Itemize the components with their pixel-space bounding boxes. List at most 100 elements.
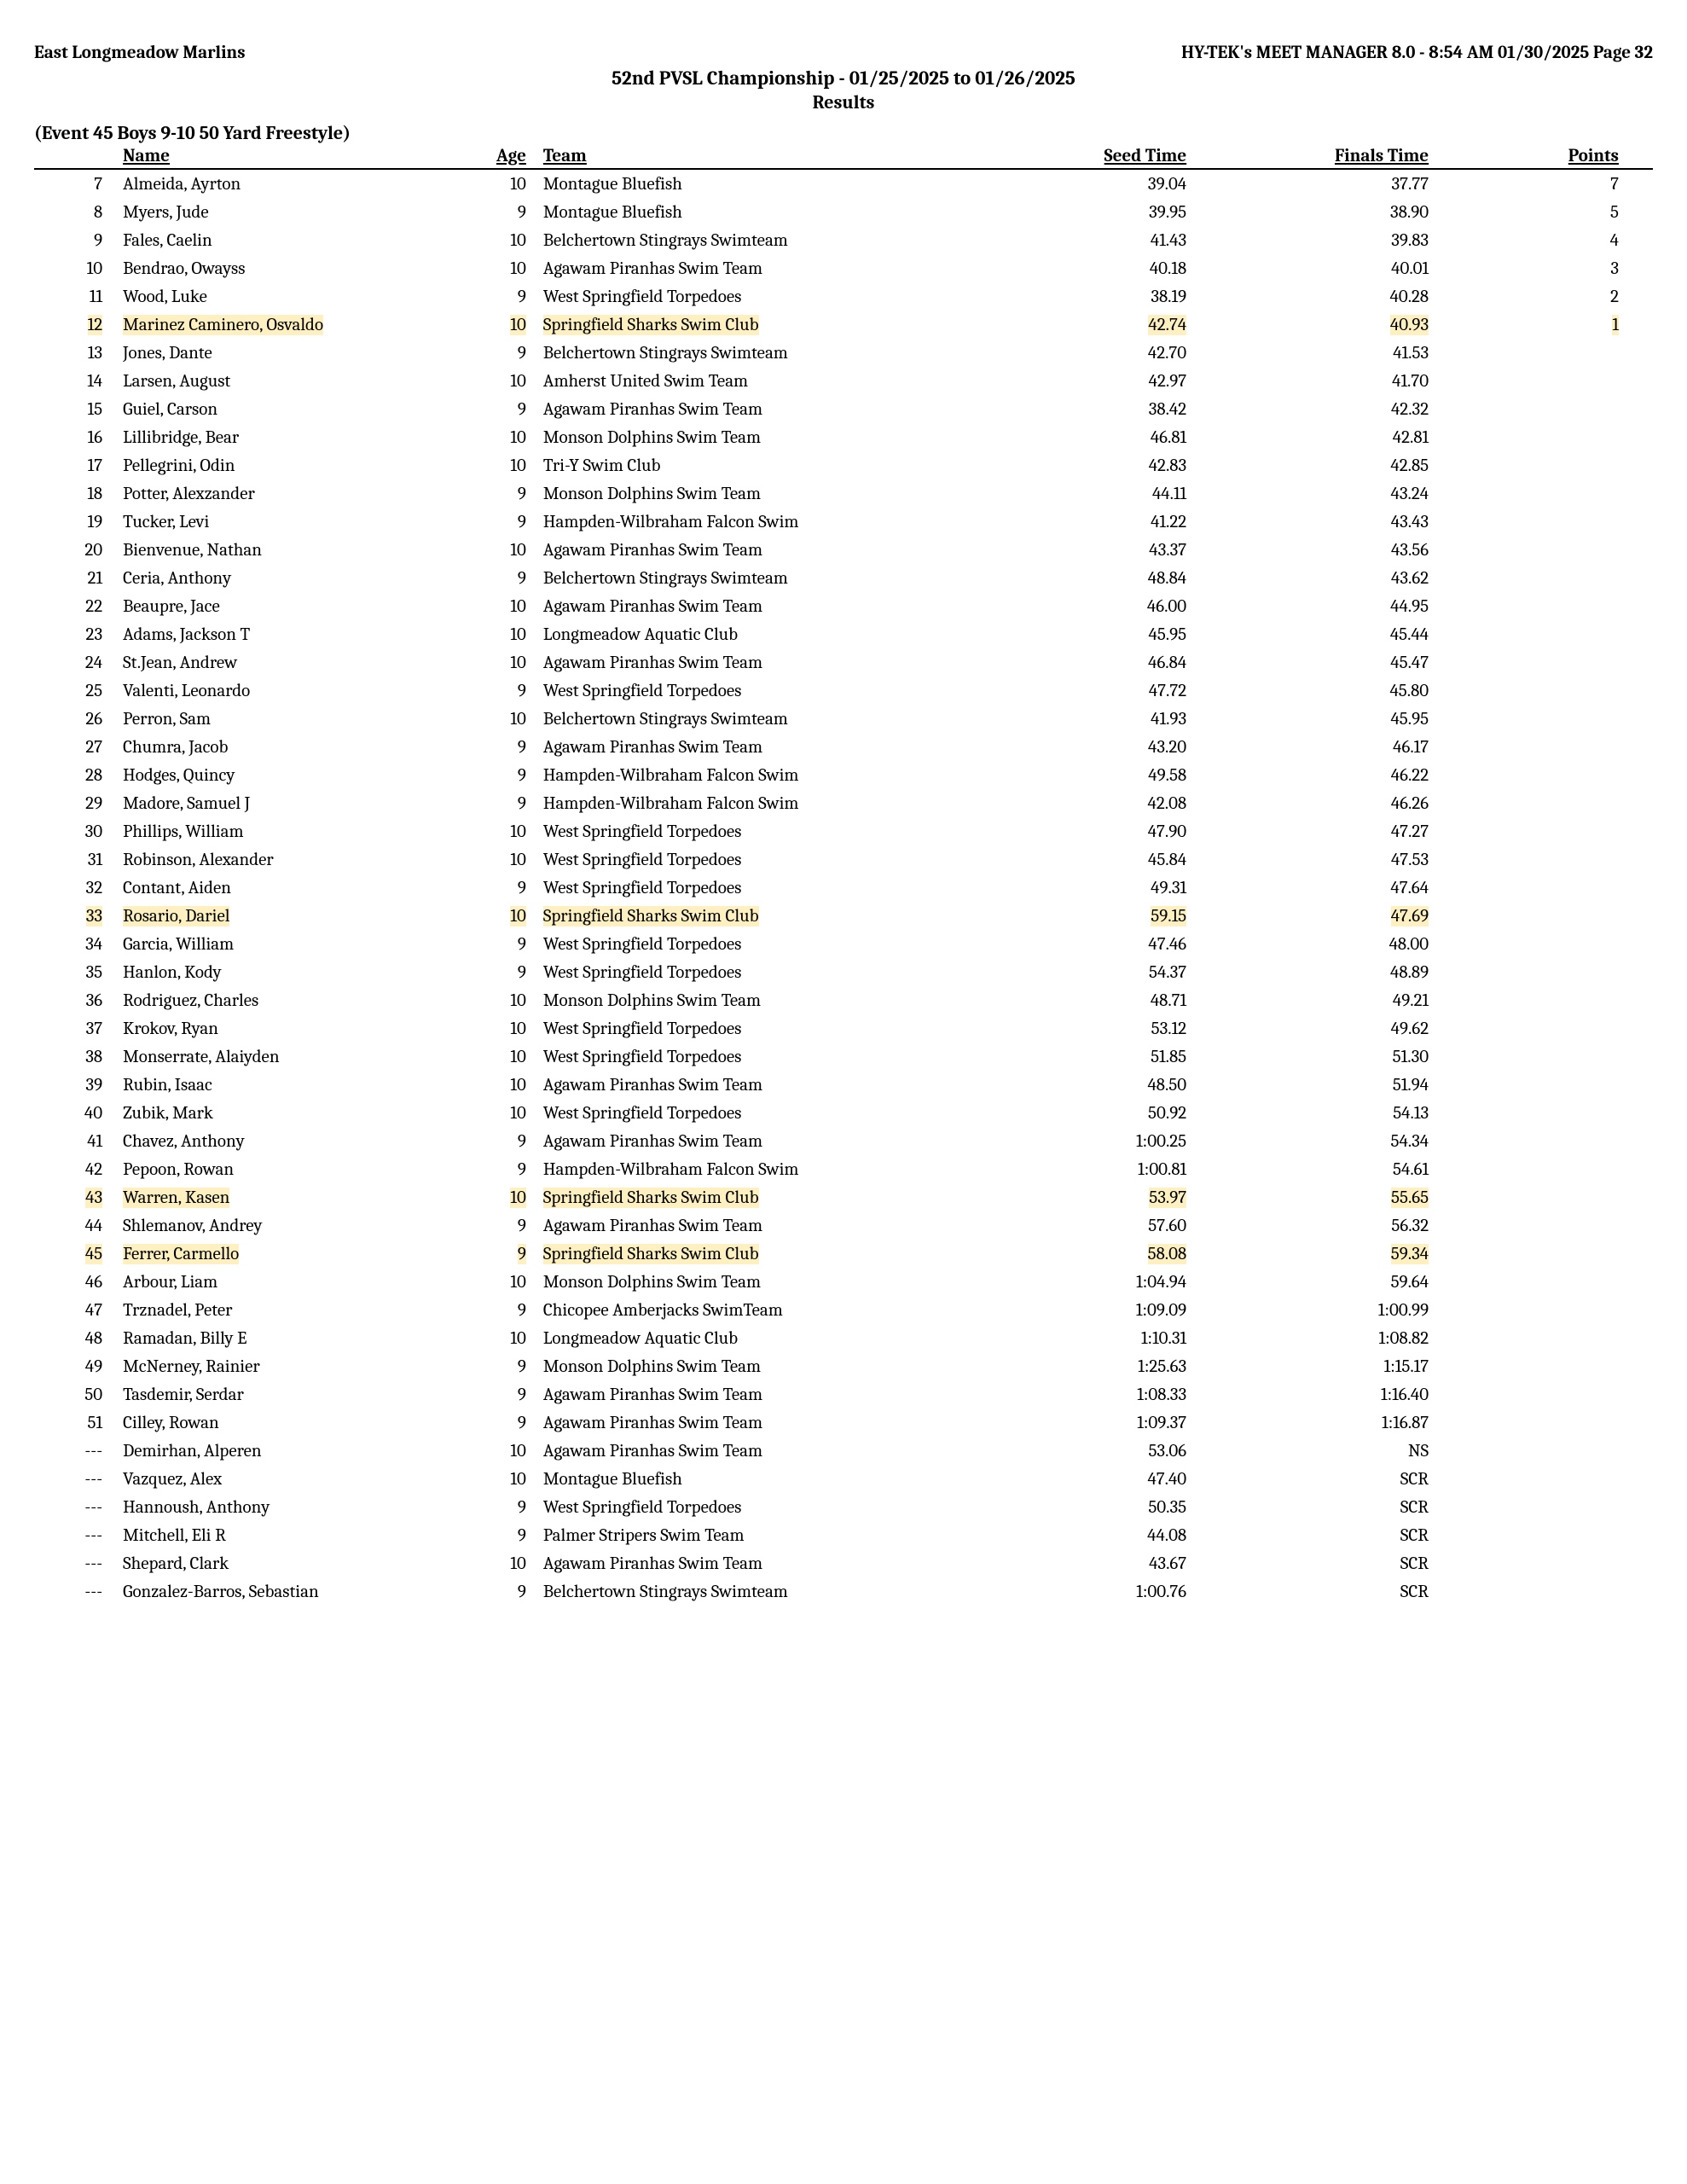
cell-place: 17	[34, 451, 118, 479]
table-row: 43Warren, Kasen10Springfield Sharks Swim…	[34, 1183, 1653, 1211]
cell-seed: 47.40	[977, 1465, 1192, 1493]
cell-seed: 51.85	[977, 1043, 1192, 1071]
cell-age: 10	[467, 1071, 538, 1099]
cell-place: 41	[34, 1127, 118, 1155]
cell-age: 10	[467, 845, 538, 874]
cell-final: SCR	[1191, 1521, 1434, 1549]
cell-seed: 44.11	[977, 479, 1192, 508]
cell-final: SCR	[1191, 1465, 1434, 1493]
col-team-header: Team	[538, 144, 977, 169]
cell-team: West Springfield Torpedoes	[538, 282, 977, 311]
cell-points	[1434, 1409, 1653, 1437]
cell-points	[1434, 789, 1653, 817]
cell-points	[1434, 902, 1653, 930]
cell-points	[1434, 874, 1653, 902]
cell-points	[1434, 817, 1653, 845]
cell-name: Guiel, Carson	[118, 395, 467, 423]
cell-seed: 48.71	[977, 986, 1192, 1014]
cell-final: 40.01	[1191, 254, 1434, 282]
cell-place: 22	[34, 592, 118, 620]
cell-place: 11	[34, 282, 118, 311]
cell-place: 27	[34, 733, 118, 761]
cell-final: 41.53	[1191, 339, 1434, 367]
cell-seed: 48.50	[977, 1071, 1192, 1099]
cell-seed: 50.35	[977, 1493, 1192, 1521]
cell-points	[1434, 761, 1653, 789]
cell-place: 30	[34, 817, 118, 845]
cell-age: 10	[467, 1465, 538, 1493]
cell-place: 29	[34, 789, 118, 817]
table-row: 17Pellegrini, Odin10Tri-Y Swim Club42.83…	[34, 451, 1653, 479]
table-row: 41Chavez, Anthony9Agawam Piranhas Swim T…	[34, 1127, 1653, 1155]
cell-final: 49.62	[1191, 1014, 1434, 1043]
cell-age: 9	[467, 677, 538, 705]
cell-name: Ramadan, Billy E	[118, 1324, 467, 1352]
cell-team: Agawam Piranhas Swim Team	[538, 648, 977, 677]
cell-points	[1434, 1043, 1653, 1071]
cell-place: 14	[34, 367, 118, 395]
cell-team: Amherst United Swim Team	[538, 367, 977, 395]
cell-name: Bienvenue, Nathan	[118, 536, 467, 564]
cell-name: Ceria, Anthony	[118, 564, 467, 592]
table-row: 45Ferrer, Carmello9Springfield Sharks Sw…	[34, 1240, 1653, 1268]
cell-points	[1434, 1465, 1653, 1493]
cell-seed: 48.84	[977, 564, 1192, 592]
cell-name: Shlemanov, Andrey	[118, 1211, 467, 1240]
cell-place: ---	[34, 1437, 118, 1465]
table-row: ---Gonzalez-Barros, Sebastian9Belchertow…	[34, 1577, 1653, 1606]
cell-place: 20	[34, 536, 118, 564]
cell-team: Monson Dolphins Swim Team	[538, 986, 977, 1014]
cell-seed: 59.15	[977, 902, 1192, 930]
cell-seed: 39.04	[977, 169, 1192, 198]
cell-place: 28	[34, 761, 118, 789]
cell-seed: 38.19	[977, 282, 1192, 311]
table-row: 22Beaupre, Jace10Agawam Piranhas Swim Te…	[34, 592, 1653, 620]
cell-points	[1434, 648, 1653, 677]
cell-final: 47.27	[1191, 817, 1434, 845]
cell-age: 10	[467, 254, 538, 282]
cell-final: 45.95	[1191, 705, 1434, 733]
cell-name: Beaupre, Jace	[118, 592, 467, 620]
cell-points	[1434, 592, 1653, 620]
cell-final: 39.83	[1191, 226, 1434, 254]
cell-points: 2	[1434, 282, 1653, 311]
cell-name: Larsen, August	[118, 367, 467, 395]
table-row: 39Rubin, Isaac10Agawam Piranhas Swim Tea…	[34, 1071, 1653, 1099]
table-row: ---Vazquez, Alex10Montague Bluefish47.40…	[34, 1465, 1653, 1493]
cell-name: Tucker, Levi	[118, 508, 467, 536]
cell-seed: 42.08	[977, 789, 1192, 817]
cell-age: 10	[467, 536, 538, 564]
cell-team: Belchertown Stingrays Swimteam	[538, 339, 977, 367]
cell-points	[1434, 958, 1653, 986]
cell-final: 51.30	[1191, 1043, 1434, 1071]
cell-name: Shepard, Clark	[118, 1549, 467, 1577]
cell-place: ---	[34, 1521, 118, 1549]
cell-age: 10	[467, 705, 538, 733]
cell-team: West Springfield Torpedoes	[538, 845, 977, 874]
cell-team: Agawam Piranhas Swim Team	[538, 395, 977, 423]
cell-points	[1434, 508, 1653, 536]
cell-age: 9	[467, 1211, 538, 1240]
cell-place: 32	[34, 874, 118, 902]
cell-age: 10	[467, 423, 538, 451]
cell-team: Agawam Piranhas Swim Team	[538, 536, 977, 564]
cell-seed: 43.37	[977, 536, 1192, 564]
table-row: 26Perron, Sam10Belchertown Stingrays Swi…	[34, 705, 1653, 733]
cell-final: 48.00	[1191, 930, 1434, 958]
cell-seed: 49.58	[977, 761, 1192, 789]
cell-final: 46.22	[1191, 761, 1434, 789]
table-row: 37Krokov, Ryan10West Springfield Torpedo…	[34, 1014, 1653, 1043]
event-label: (Event 45 Boys 9-10 50 Yard Freestyle)	[34, 122, 1653, 144]
cell-final: 42.85	[1191, 451, 1434, 479]
cell-age: 10	[467, 1437, 538, 1465]
cell-name: Potter, Alexzander	[118, 479, 467, 508]
header-right: HY-TEK's MEET MANAGER 8.0 - 8:54 AM 01/3…	[1181, 43, 1653, 63]
cell-place: 26	[34, 705, 118, 733]
cell-place: 12	[34, 311, 118, 339]
table-row: 7Almeida, Ayrton10Montague Bluefish39.04…	[34, 169, 1653, 198]
table-row: 20Bienvenue, Nathan10Agawam Piranhas Swi…	[34, 536, 1653, 564]
cell-name: Lillibridge, Bear	[118, 423, 467, 451]
cell-place: 48	[34, 1324, 118, 1352]
cell-team: Monson Dolphins Swim Team	[538, 1352, 977, 1380]
cell-age: 9	[467, 874, 538, 902]
